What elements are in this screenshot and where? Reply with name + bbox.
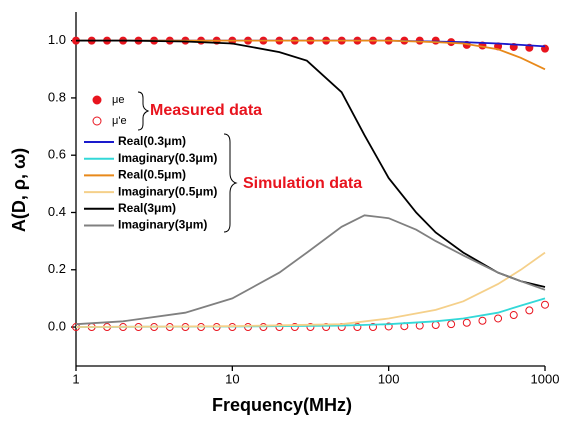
marker	[478, 316, 487, 325]
marker	[431, 321, 440, 330]
marker	[462, 318, 471, 327]
marker	[369, 323, 378, 332]
y-axis-label: A(D, ρ, ω)	[9, 148, 29, 232]
x-tick-label: 100	[378, 371, 400, 386]
y-tick-label: 0.4	[48, 204, 66, 219]
marker	[494, 314, 503, 323]
y-tick-label: 0.6	[48, 147, 66, 162]
brace	[137, 91, 150, 131]
legend-label: μ'e	[112, 115, 127, 127]
marker	[290, 323, 299, 332]
y-tick-label: 0.8	[48, 89, 66, 104]
legend-label: Real(0.5μm)	[118, 168, 186, 182]
legend-label: μe	[112, 94, 124, 106]
marker	[306, 323, 315, 332]
marker	[353, 323, 362, 332]
y-tick-label: 0.0	[48, 318, 66, 333]
marker	[509, 311, 518, 320]
marker	[447, 320, 456, 329]
legend-label: Imaginary(3μm)	[118, 218, 207, 232]
annotation: Simulation data	[243, 175, 362, 192]
series-line	[75, 251, 546, 328]
legend-label: Imaginary(0.5μm)	[118, 184, 217, 198]
series-line	[75, 297, 546, 328]
marker	[275, 323, 284, 332]
x-tick-label: 10	[225, 371, 239, 386]
annotation: Measured data	[150, 102, 262, 119]
legend-marker	[92, 95, 102, 105]
legend-label: Real(3μm)	[118, 201, 176, 215]
series-line	[75, 214, 546, 326]
y-tick-label: 1.0	[48, 32, 66, 47]
x-tick-label: 1000	[531, 371, 560, 386]
y-tick-label: 0.2	[48, 261, 66, 276]
legend-label: Real(0.3μm)	[118, 134, 186, 148]
marker	[541, 300, 549, 309]
x-axis-label: Frequency(MHz)	[212, 395, 352, 415]
marker	[525, 306, 534, 315]
marker	[322, 323, 331, 332]
brace	[223, 133, 238, 233]
legend-marker	[92, 116, 102, 126]
marker	[384, 322, 393, 331]
series-line	[76, 39, 546, 71]
x-tick-label: 1	[72, 371, 79, 386]
legend-label: Imaginary(0.3μm)	[118, 151, 217, 165]
